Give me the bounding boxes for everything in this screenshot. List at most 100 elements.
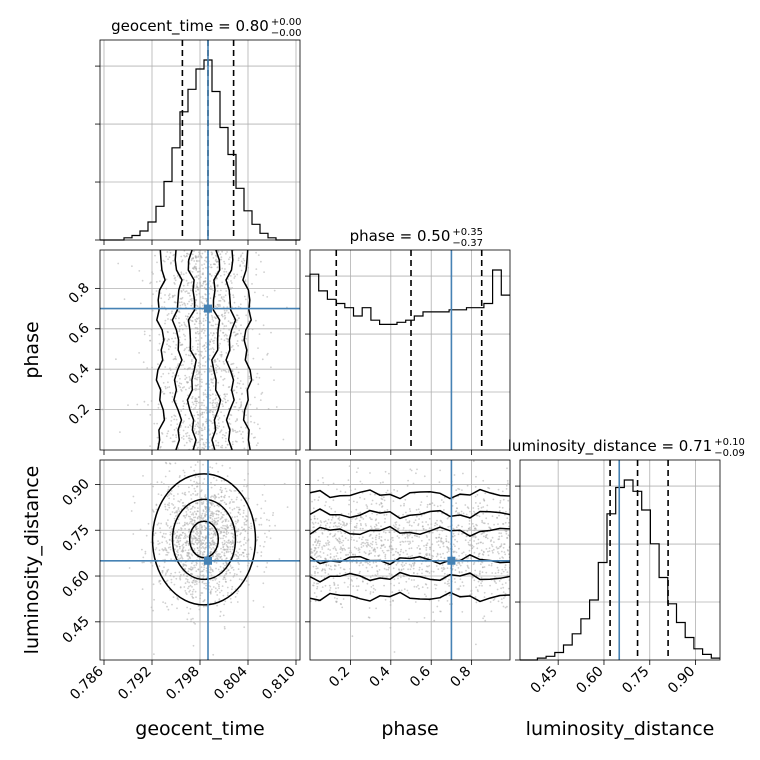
sample-point <box>203 332 205 334</box>
sample-point <box>496 566 499 569</box>
sample-point <box>195 512 198 515</box>
sample-point <box>242 551 245 554</box>
sample-point <box>203 566 206 569</box>
sample-point <box>488 487 491 490</box>
sample-point <box>184 590 187 592</box>
title-lower-error-phase: −0.37 <box>452 238 483 249</box>
sample-point <box>260 523 263 526</box>
sample-point <box>225 570 228 573</box>
sample-point <box>171 294 174 297</box>
sample-point <box>210 532 213 535</box>
sample-point <box>189 378 192 380</box>
sample-point <box>319 524 322 527</box>
sample-point <box>340 526 343 529</box>
sample-point <box>177 507 180 509</box>
sample-point <box>497 488 500 491</box>
sample-point <box>461 525 463 528</box>
sample-point <box>173 583 176 586</box>
sample-point <box>192 597 195 599</box>
sample-point <box>240 269 243 272</box>
sample-point <box>467 567 470 569</box>
sample-point <box>226 340 229 343</box>
sample-point <box>193 469 196 472</box>
sample-point <box>170 558 173 560</box>
sample-point <box>245 337 248 340</box>
sample-point <box>153 598 156 601</box>
sample-point <box>355 471 358 473</box>
sample-point <box>403 588 406 591</box>
sample-point <box>193 510 196 513</box>
sample-point <box>175 510 178 512</box>
sample-point <box>222 426 225 428</box>
sample-point <box>385 576 388 579</box>
sample-point <box>221 527 224 529</box>
marker-line-layer <box>100 40 669 660</box>
sample-point <box>448 594 451 597</box>
sample-point <box>203 582 206 585</box>
sample-point <box>223 296 225 298</box>
sample-point <box>195 583 198 585</box>
y-axis-label-luminosity_distance: luminosity_distance <box>21 466 43 655</box>
sample-point <box>491 549 494 552</box>
sample-point <box>205 605 208 608</box>
sample-point <box>222 405 224 408</box>
sample-point <box>355 526 358 529</box>
sample-point <box>394 521 397 524</box>
sample-point <box>234 275 237 278</box>
sample-point <box>196 312 199 315</box>
panel-title-luminosity_distance: luminosity_distance = 0.71 <box>508 437 712 456</box>
sample-point <box>183 402 186 405</box>
sample-point <box>230 522 233 525</box>
sample-point <box>447 550 450 552</box>
sample-point <box>407 540 409 543</box>
sample-point <box>261 358 264 361</box>
sample-point <box>214 254 217 257</box>
sample-point <box>197 425 199 428</box>
sample-point <box>408 563 411 566</box>
sample-point <box>421 586 424 589</box>
sample-point <box>332 482 335 485</box>
sample-point <box>480 506 483 509</box>
sample-point <box>317 539 320 542</box>
sample-point <box>418 587 420 590</box>
sample-point <box>221 516 223 518</box>
sample-point <box>215 523 217 526</box>
contour-level-1 <box>211 250 222 450</box>
sample-point <box>441 521 444 524</box>
sample-point <box>178 543 181 546</box>
sample-point <box>193 547 196 550</box>
sample-point <box>250 525 253 528</box>
sample-point <box>197 475 200 478</box>
sample-point <box>230 346 233 348</box>
sample-point <box>445 540 448 543</box>
sample-point <box>165 278 168 281</box>
sample-point <box>195 431 198 433</box>
sample-point <box>381 549 384 552</box>
sample-point <box>453 550 456 553</box>
sample-point <box>260 551 263 554</box>
sample-point <box>232 537 235 539</box>
sample-point <box>319 556 322 558</box>
sample-point <box>156 436 159 439</box>
sample-point <box>237 371 240 374</box>
contour-panel-geocent_time-phase <box>155 250 253 450</box>
sample-point <box>448 578 450 581</box>
sample-point <box>194 353 197 356</box>
sample-point <box>190 542 193 545</box>
sample-point <box>238 329 241 332</box>
sample-point <box>341 535 344 538</box>
sample-point <box>223 496 225 498</box>
x-tick-label-luminosity_distance: 0.60 <box>573 664 606 697</box>
sample-point <box>190 568 192 571</box>
sample-point <box>241 431 244 433</box>
sample-point <box>366 545 368 548</box>
sample-point <box>200 301 203 303</box>
sample-point <box>457 567 460 569</box>
sample-point <box>492 599 495 601</box>
sample-point <box>231 441 234 443</box>
sample-point <box>364 552 367 555</box>
sample-point <box>188 522 191 525</box>
sample-point <box>384 557 387 560</box>
sample-point <box>239 570 242 573</box>
sample-point <box>409 542 412 544</box>
